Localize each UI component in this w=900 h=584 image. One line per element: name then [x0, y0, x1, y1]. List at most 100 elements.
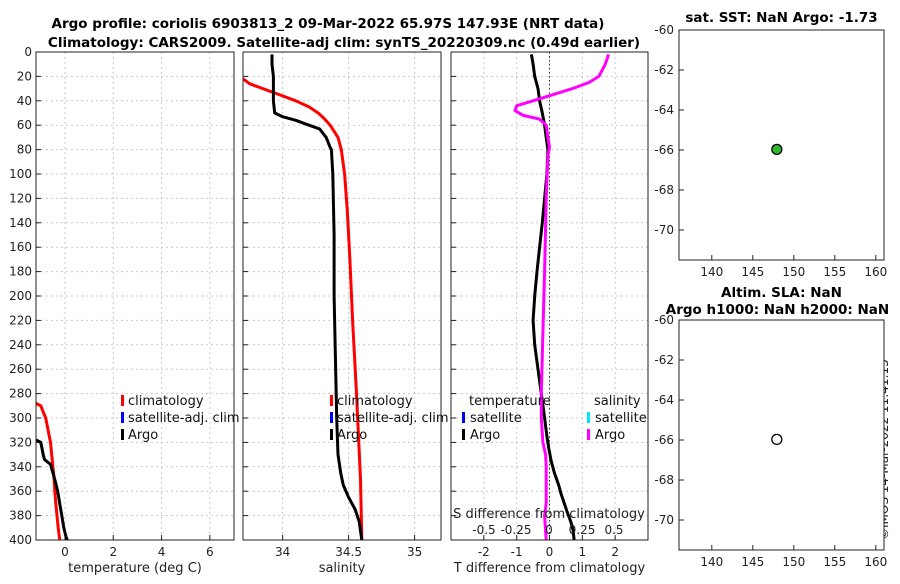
map_sst-ytick-label: -60 — [654, 23, 674, 37]
map_sst-frame — [678, 29, 885, 261]
map_sst-xtick-label: 150 — [782, 265, 805, 279]
temperature-legend-swatch — [121, 412, 124, 423]
salinity-series-argo — [270, 54, 364, 540]
depth-tick-label: 140 — [9, 216, 32, 230]
differences-panel: -2 -1 0 1 2 T difference from climatology temp… — [450, 51, 649, 576]
map_sla-ytick-label: -64 — [654, 393, 674, 407]
map_sst-panel: sat. SST: NaN Argo: -1.73 140 145 150 155 160… — [654, 10, 887, 279]
diff-legend-t-swatch — [462, 429, 465, 440]
temperature-frame — [35, 51, 235, 541]
depth-tick-label: 200 — [9, 289, 32, 303]
map_sst-title-0: sat. SST: NaN Argo: -1.73 — [685, 10, 877, 26]
map_sla-xtick-label: 140 — [700, 555, 723, 569]
depth-tick-label: 340 — [9, 460, 32, 474]
salinity-legend-label: satellite-adj. clim — [337, 411, 449, 426]
salinity-series-climatology — [243, 77, 364, 540]
figure-title-line1: Argo profile: coriolis 6903813_2 09-Mar-… — [52, 16, 605, 32]
depth-tick-label: 380 — [9, 509, 32, 523]
map_sst-ytick-label: -70 — [654, 223, 674, 237]
salinity-legend-swatch — [330, 412, 333, 423]
depth-tick-label: 240 — [9, 338, 32, 352]
temperature-xtick-label: 4 — [158, 545, 166, 559]
differences-xtick-label: -1 — [511, 545, 523, 559]
diff-legend-t-swatch — [462, 412, 465, 423]
depth-tick-label: 180 — [9, 265, 32, 279]
depth-tick-label: 40 — [17, 94, 32, 108]
diff-legend-s-heading: salinity — [594, 394, 641, 409]
differences-xtick-label: 2 — [611, 545, 619, 559]
depth-tick-label: 120 — [9, 191, 32, 205]
map_sst-ytick-label: -64 — [654, 103, 674, 117]
diff-legend-s-swatch — [587, 412, 590, 423]
figure-title-line2: Climatology: CARS2009. Satellite-adj cli… — [48, 35, 640, 51]
depth-tick-label: 300 — [9, 411, 32, 425]
temperature-xtick-label: 2 — [109, 545, 117, 559]
map_sla-xtick-label: 160 — [864, 555, 887, 569]
differences-series-t-diff-argo — [529, 54, 576, 540]
temperature-panel: 0 2 4 6020406080100120140160180200220240260… — [9, 45, 240, 576]
map_sla-ytick-label: -68 — [654, 473, 674, 487]
map_sla-ytick-label: -62 — [654, 353, 674, 367]
differences-frame — [450, 51, 649, 541]
diff-s-tick-label: 0 — [545, 523, 553, 537]
salinity-legend-label: climatology — [337, 394, 413, 409]
diff-s-axis-label: S difference from climatology — [453, 507, 645, 522]
map_sla-title-0: Altim. SLA: NaN — [721, 285, 842, 301]
diff-legend-t-heading: temperature — [469, 394, 551, 409]
diff-legend-t-label: satellite — [470, 411, 522, 426]
map_sla-ytick-label: -60 — [654, 313, 674, 327]
diff-s-tick-label: 0.25 — [569, 523, 596, 537]
diff-legend-s-label: Argo — [595, 428, 625, 443]
temperature-plot-area — [36, 52, 234, 540]
salinity-xlabel: salinity — [319, 561, 366, 576]
salinity-plot-area — [243, 52, 441, 540]
depth-tick-label: 60 — [17, 118, 32, 132]
depth-tick-label: 0 — [24, 45, 32, 59]
depth-tick-label: 220 — [9, 313, 32, 327]
map_sla-frame — [678, 319, 885, 551]
depth-tick-label: 360 — [9, 484, 32, 498]
differences-series-s-diff-argo — [513, 53, 611, 540]
depth-tick-label: 320 — [9, 435, 32, 449]
salinity-frame — [242, 51, 442, 541]
depth-tick-label: 100 — [9, 167, 32, 181]
temperature-legend-label: climatology — [128, 394, 204, 409]
depth-tick-label: 160 — [9, 240, 32, 254]
differences-xtick-label: 0 — [546, 545, 554, 559]
map_sla-title-1: Argo h1000: NaN h2000: NaN — [666, 302, 889, 318]
temperature-legend-swatch — [121, 395, 124, 406]
depth-tick-label: 20 — [17, 69, 32, 83]
map_sst-xtick-label: 140 — [700, 265, 723, 279]
map_sst-ytick-label: -66 — [654, 143, 674, 157]
differences-xtick-label: -2 — [478, 545, 490, 559]
temperature-legend-label: satellite-adj. clim — [128, 411, 240, 426]
temperature-series-climatology — [36, 402, 62, 540]
map_sst-ytick-label: -62 — [654, 63, 674, 77]
salinity-xtick-label: 35 — [407, 545, 422, 559]
map_sla-ytick-label: -66 — [654, 433, 674, 447]
diff-legend-t-label: Argo — [470, 428, 500, 443]
map_sst-xtick-label: 145 — [741, 265, 764, 279]
map_sst-xtick-label: 160 — [864, 265, 887, 279]
map_sst-argo-position-marker — [771, 143, 783, 156]
salinity-legend-swatch — [330, 429, 333, 440]
salinity-legend-label: Argo — [337, 428, 367, 443]
map_sla-argo-position-marker — [771, 433, 783, 446]
diff-legend-s-label: satellite — [595, 411, 647, 426]
temperature-series-argo — [36, 438, 69, 540]
map_sla-xtick-label: 145 — [741, 555, 764, 569]
temperature-legend-label: Argo — [128, 428, 158, 443]
differences-xtick-label: 1 — [579, 545, 587, 559]
map_sla-xtick-label: 150 — [782, 555, 805, 569]
salinity-legend-swatch — [330, 395, 333, 406]
depth-tick-label: 400 — [9, 533, 32, 547]
temperature-xtick-label: 6 — [206, 545, 214, 559]
map_sla-xtick-label: 155 — [823, 555, 846, 569]
temperature-xlabel: temperature (deg C) — [68, 561, 202, 576]
map_sla-ytick-label: -70 — [654, 513, 674, 527]
differences-xlabel: T difference from climatology — [453, 561, 646, 576]
diff-s-tick-label: -0.5 — [472, 523, 495, 537]
depth-tick-label: 280 — [9, 387, 32, 401]
diff-s-tick-label: 0.5 — [604, 523, 623, 537]
